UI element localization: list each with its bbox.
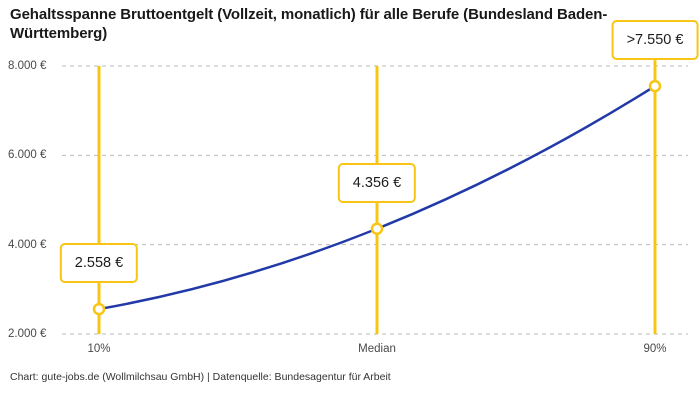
data-point[interactable] xyxy=(648,79,662,93)
value-label-box: 4.356 € xyxy=(337,162,417,203)
x-tick-label: Median xyxy=(358,343,396,355)
page-title: Gehaltsspanne Bruttoentgelt (Vollzeit, m… xyxy=(10,6,608,42)
data-point[interactable] xyxy=(370,222,384,236)
data-point[interactable] xyxy=(92,302,106,316)
value-label-box: >7.550 € xyxy=(611,20,699,61)
y-tick-label: 6.000 € xyxy=(8,149,47,162)
chart-footer: Chart: gute-jobs.de (Wollmilchsau GmbH) … xyxy=(10,371,391,383)
y-tick-label: 2.000 € xyxy=(8,328,47,340)
x-tick-label: 90% xyxy=(643,343,667,355)
y-tick-label: 4.000 € xyxy=(8,238,47,251)
x-tick-label: 10% xyxy=(87,343,111,355)
value-label-box: 2.558 € xyxy=(59,243,139,284)
y-tick-label: 8.000 € xyxy=(8,60,47,72)
